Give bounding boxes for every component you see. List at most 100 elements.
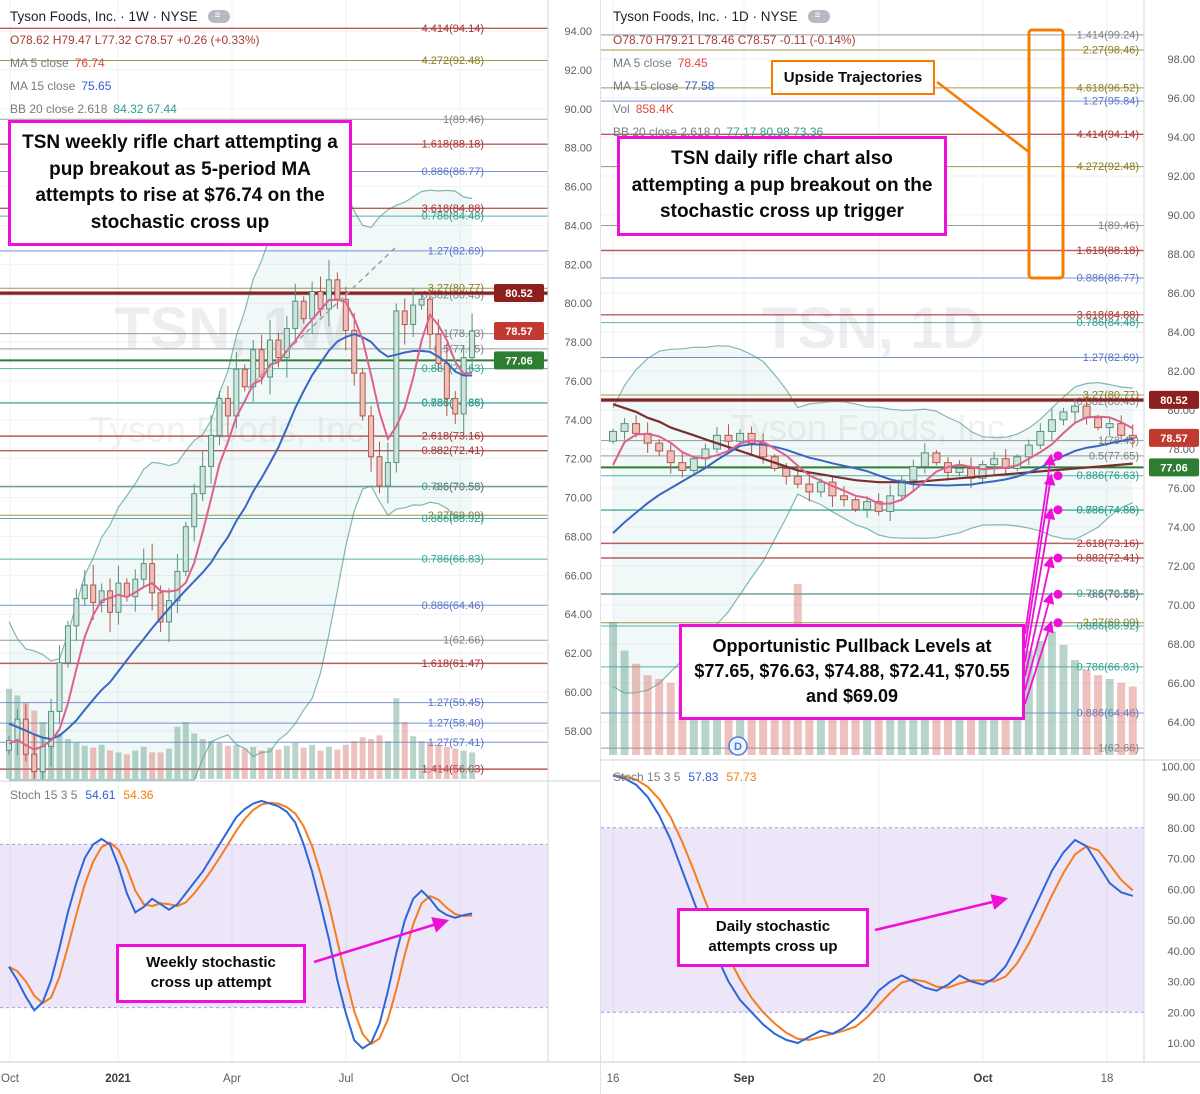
daily-chart-window: 98.00 96.00 94.00 92.00 90.00 88.00 86.00 84.00…	[600, 0, 1200, 1094]
svg-text:4.272(92.48): 4.272(92.48)	[422, 55, 484, 67]
chart-options-icon[interactable]	[207, 9, 230, 23]
weekly-ma15-value: 75.65	[81, 78, 112, 93]
daily-bb-values: 77.17 80.98 73.36	[726, 124, 824, 139]
svg-text:Apr: Apr	[223, 1073, 241, 1085]
weekly-bb-label: BB 20 close 2.618	[10, 101, 108, 116]
svg-text:TSN, 1D: TSN, 1D	[762, 296, 984, 361]
svg-text:0.5(70.55): 0.5(70.55)	[434, 481, 484, 493]
svg-text:18: 18	[1101, 1073, 1114, 1085]
svg-text:0.886(64.46): 0.886(64.46)	[422, 600, 484, 612]
svg-text:0.886(64.46): 0.886(64.46)	[1077, 708, 1139, 720]
daily-stoch-annotation-box[interactable]: Daily stochastic attempts cross up	[677, 908, 869, 967]
svg-text:66.00: 66.00	[564, 570, 592, 582]
weekly-annotation-box[interactable]: TSN weekly rifle chart attempting a pup …	[8, 120, 352, 247]
svg-text:84.00: 84.00	[1167, 327, 1195, 339]
svg-text:30.00: 30.00	[1167, 977, 1195, 989]
svg-text:20.00: 20.00	[1167, 1007, 1195, 1019]
weekly-stoch-legend: Stoch 15 3 5 54.61 54.36	[10, 788, 153, 802]
svg-text:64.00: 64.00	[564, 609, 592, 621]
svg-text:0.886(68.92): 0.886(68.92)	[1077, 621, 1139, 633]
svg-text:0.786(84.48): 0.786(84.48)	[1077, 317, 1139, 329]
svg-text:4.618(96.52): 4.618(96.52)	[1077, 82, 1139, 94]
weekly-chart-title: Tyson Foods, Inc. · 1W · NYSE	[10, 9, 198, 24]
svg-text:1(89.46): 1(89.46)	[1098, 220, 1139, 232]
svg-text:70.00: 70.00	[564, 493, 592, 505]
svg-text:2.27(98.46): 2.27(98.46)	[1083, 45, 1139, 57]
svg-text:0.5(77.65): 0.5(77.65)	[1089, 450, 1139, 462]
daily-chart-title: Tyson Foods, Inc. · 1D · NYSE	[613, 9, 798, 24]
svg-text:100.00: 100.00	[1161, 761, 1195, 773]
svg-text:Oct: Oct	[1, 1073, 20, 1085]
svg-text:70.00: 70.00	[1167, 600, 1195, 612]
svg-text:86.00: 86.00	[1167, 288, 1195, 300]
upside-trajectories-label-box[interactable]: Upside Trajectories	[771, 60, 935, 95]
daily-legend: Tyson Foods, Inc. · 1D · NYSE O78.70 H79…	[613, 5, 856, 143]
svg-text:1(62.66): 1(62.66)	[1098, 743, 1139, 755]
svg-text:1.618(88.18): 1.618(88.18)	[422, 139, 484, 151]
svg-text:76.00: 76.00	[1167, 483, 1195, 495]
svg-text:1.27(59.45): 1.27(59.45)	[428, 697, 484, 709]
svg-text:0.886(74.86): 0.886(74.86)	[1077, 505, 1139, 517]
pullback-levels-annotation-box[interactable]: Opportunistic Pullback Levels at $77.65,…	[679, 624, 1025, 720]
svg-text:1.27(82.69): 1.27(82.69)	[1083, 352, 1139, 364]
weekly-bb-values: 84.32 67.44	[113, 101, 177, 116]
svg-text:0.786(84.48): 0.786(84.48)	[422, 211, 484, 223]
svg-text:82.00: 82.00	[564, 259, 592, 271]
svg-text:76.00: 76.00	[564, 376, 592, 388]
daily-stoch-k-value: 57.83	[688, 770, 719, 784]
svg-text:90.00: 90.00	[564, 104, 592, 116]
svg-text:2021: 2021	[105, 1073, 131, 1085]
daily-ma5-label: MA 5 close	[613, 55, 672, 70]
svg-text:0.882(72.41): 0.882(72.41)	[422, 445, 484, 457]
svg-text:96.00: 96.00	[1167, 93, 1195, 105]
chart-options-icon[interactable]	[807, 9, 830, 23]
svg-text:88.00: 88.00	[1167, 249, 1195, 261]
svg-text:80.52: 80.52	[1160, 395, 1188, 407]
daily-bb-label: BB 20 close 2.618 0	[613, 124, 721, 139]
svg-text:4.414(94.14): 4.414(94.14)	[1077, 129, 1139, 141]
svg-text:80.52: 80.52	[505, 288, 533, 300]
svg-text:74.00: 74.00	[564, 415, 592, 427]
svg-text:78.00: 78.00	[1167, 444, 1195, 456]
svg-text:1(62.66): 1(62.66)	[443, 635, 484, 647]
svg-text:3.618(84.88): 3.618(84.88)	[422, 203, 484, 215]
weekly-legend: Tyson Foods, Inc. · 1W · NYSE O78.62 H79…	[10, 5, 260, 120]
weekly-chart-window: 94.00 92.00 90.00 88.00 86.00 84.00 82.00 80.00…	[0, 0, 600, 1094]
svg-text:72.00: 72.00	[1167, 561, 1195, 573]
weekly-stoch-annotation-box[interactable]: Weekly stochastic cross up attempt	[116, 944, 306, 1003]
svg-text:2.618(73.16): 2.618(73.16)	[422, 431, 484, 443]
svg-text:1(78.43): 1(78.43)	[443, 328, 484, 340]
weekly-stoch-d-value: 54.36	[123, 788, 154, 802]
svg-text:84.00: 84.00	[564, 220, 592, 232]
svg-text:4.414(94.14): 4.414(94.14)	[422, 23, 484, 35]
svg-text:68.00: 68.00	[1167, 639, 1195, 651]
svg-text:90.00: 90.00	[1167, 792, 1195, 804]
svg-text:1.27(95.84): 1.27(95.84)	[1083, 96, 1139, 108]
daily-ma15-value: 77.58	[684, 78, 715, 93]
svg-text:0.5(70.55): 0.5(70.55)	[1089, 589, 1139, 601]
svg-text:0.886(86.77): 0.886(86.77)	[422, 166, 484, 178]
svg-text:Oct: Oct	[973, 1073, 992, 1085]
svg-text:0.886(76.63): 0.886(76.63)	[1077, 470, 1139, 482]
svg-text:0.882(72.41): 0.882(72.41)	[1077, 553, 1139, 565]
svg-text:94.00: 94.00	[1167, 132, 1195, 144]
svg-text:80.00: 80.00	[564, 298, 592, 310]
svg-text:1(89.46): 1(89.46)	[443, 114, 484, 126]
svg-text:77.06: 77.06	[505, 355, 533, 367]
svg-text:78.00: 78.00	[564, 337, 592, 349]
svg-text:1.27(82.69): 1.27(82.69)	[428, 245, 484, 257]
svg-text:Jul: Jul	[339, 1073, 354, 1085]
svg-text:1.414(56.03): 1.414(56.03)	[422, 764, 484, 776]
svg-text:50.00: 50.00	[1167, 915, 1195, 927]
svg-text:64.00: 64.00	[1167, 717, 1195, 729]
daily-annotation-box[interactable]: TSN daily rifle chart also attempting a …	[617, 136, 947, 236]
svg-text:66.00: 66.00	[1167, 678, 1195, 690]
svg-text:0.886(68.92): 0.886(68.92)	[422, 513, 484, 525]
svg-text:0.786(66.83): 0.786(66.83)	[1077, 661, 1139, 673]
svg-text:Sep: Sep	[733, 1073, 754, 1085]
svg-text:60.00: 60.00	[1167, 884, 1195, 896]
weekly-ma5-label: MA 5 close	[10, 55, 69, 70]
svg-text:98.00: 98.00	[1167, 54, 1195, 66]
svg-text:82.00: 82.00	[1167, 366, 1195, 378]
